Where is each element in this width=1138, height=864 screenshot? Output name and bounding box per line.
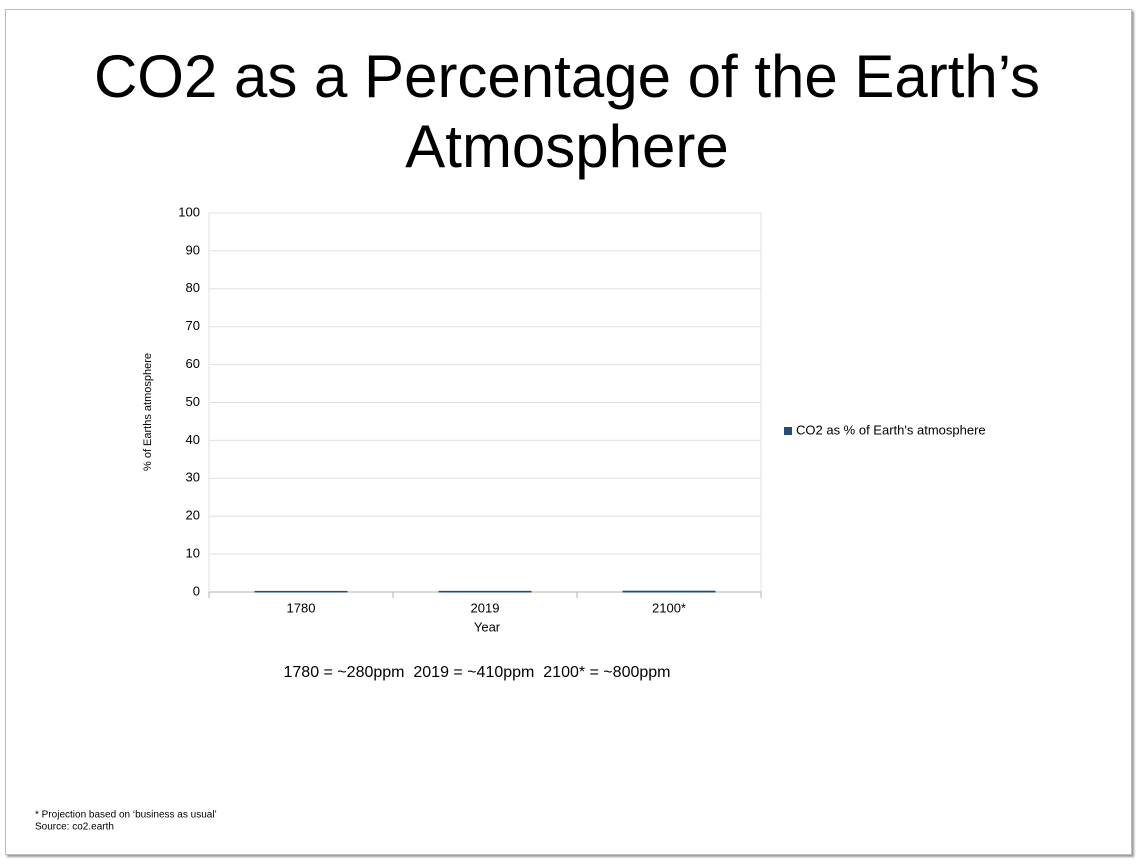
x-axis-title: Year [474,619,501,634]
y-tick-label: 60 [186,356,200,371]
y-tick-label: 30 [186,470,200,485]
bar [438,590,532,593]
y-tick-label: 40 [186,432,200,447]
x-tick-label: 1780 [287,600,316,615]
y-tick-label: 10 [186,546,200,561]
bar [622,590,716,593]
x-tick-label: 2019 [471,600,500,615]
footnote: Source: co2.earth [35,822,114,833]
y-tick-label: 80 [186,280,200,295]
y-tick-label: 20 [186,508,200,523]
annotation: 1780 = ~280ppm 2019 = ~410ppm 2100* = ~8… [284,664,671,681]
x-tick-label: 2100* [652,600,686,615]
y-tick-label: 50 [186,394,200,409]
legend-label: CO2 as % of Earth's atmosphere [796,422,986,437]
legend-swatch [784,427,792,435]
chart-title: CO2 as a Percentage of the Earth’s Atmos… [93,43,1041,180]
y-tick-label: 0 [193,583,200,598]
bar [254,590,348,593]
y-tick-label: 70 [186,318,200,333]
footnote: * Projection based on ‘business as usual… [35,810,217,821]
slide [5,9,1132,855]
y-tick-label: 100 [178,204,200,219]
y-tick-label: 90 [186,242,200,257]
y-axis-title: % of Earths atmosphere [142,353,154,471]
